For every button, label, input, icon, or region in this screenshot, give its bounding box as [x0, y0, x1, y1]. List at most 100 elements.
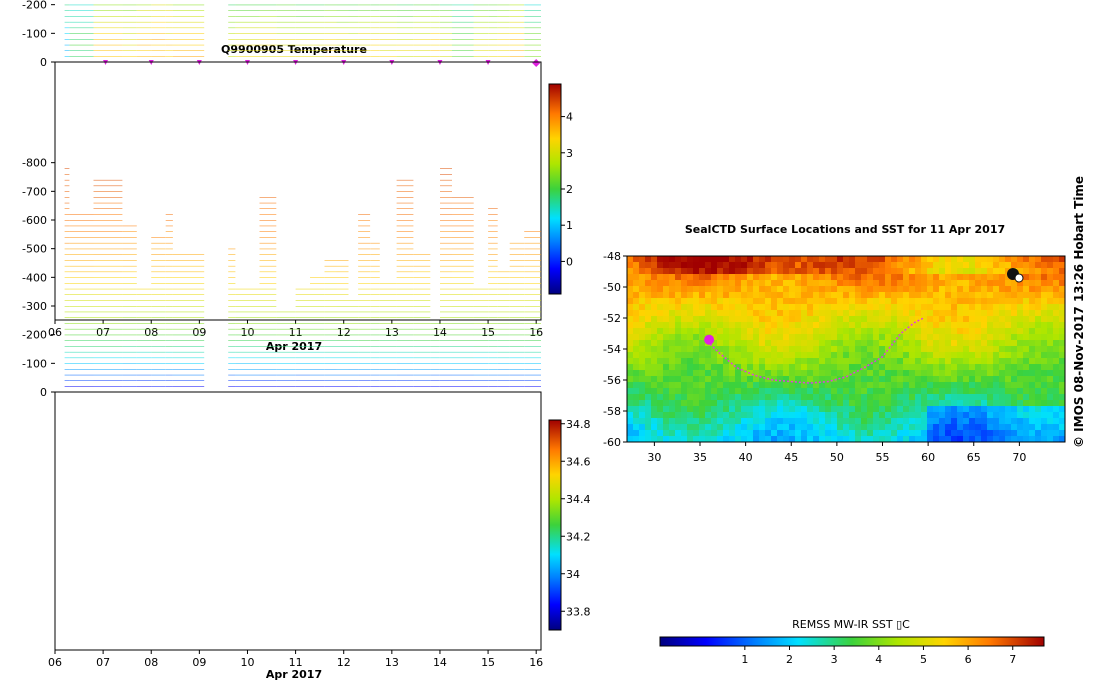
profile-cell: [69, 288, 94, 290]
sst-cell: [1047, 376, 1053, 382]
sst-cell: [1023, 364, 1029, 370]
sst-cell: [633, 436, 639, 442]
profile-cell: [396, 220, 414, 221]
sst-cell: [987, 310, 993, 316]
sst-cell: [831, 424, 837, 430]
sst-cell: [681, 382, 687, 388]
sst-cell: [687, 358, 693, 364]
profile-cell: [136, 56, 152, 57]
profile-cell: [235, 386, 260, 387]
profile-cell: [430, 56, 440, 57]
sst-cell: [669, 364, 675, 370]
x-tick-label: 09: [192, 656, 206, 669]
sst-cell: [753, 382, 759, 388]
sst-cell: [771, 280, 777, 286]
x-tick-label: 10: [240, 656, 254, 669]
sst-cell: [849, 358, 855, 364]
profile-cell: [64, 323, 70, 324]
profile-cell: [324, 288, 337, 290]
sst-cell: [753, 316, 759, 322]
profile-cell: [165, 369, 173, 370]
profile-cell: [348, 27, 359, 29]
sst-cell: [669, 406, 675, 412]
profile-cell: [488, 208, 498, 209]
sst-cell: [933, 286, 939, 292]
sst-cell: [825, 370, 831, 376]
sst-cell: [687, 412, 693, 418]
profile-cell: [509, 386, 525, 387]
sst-cell: [699, 328, 705, 334]
sst-cell: [915, 358, 921, 364]
profile-cell: [379, 283, 397, 284]
profile-cell: [228, 50, 236, 51]
sst-cell: [639, 388, 645, 394]
sst-cell: [813, 412, 819, 418]
profile-cell: [488, 242, 498, 244]
profile-cell: [396, 10, 414, 11]
sst-cell: [831, 382, 837, 388]
profile-cell: [524, 351, 541, 353]
profile-cell: [259, 351, 277, 353]
profile-cell: [488, 33, 498, 34]
sst-cell: [1047, 286, 1053, 292]
sst-cell: [711, 346, 717, 352]
sst-cell: [921, 388, 927, 394]
sst-cell: [639, 412, 645, 418]
sst-cell: [861, 268, 867, 274]
sst-cell: [675, 292, 681, 298]
sst-cell: [915, 370, 921, 376]
sst-cell: [669, 280, 675, 286]
sst-cell: [897, 364, 903, 370]
sst-cell: [735, 274, 741, 280]
sst-cell: [1023, 328, 1029, 334]
profile-cell: [228, 44, 236, 46]
profile-cell: [165, 10, 173, 11]
sst-cell: [627, 310, 633, 316]
sst-cell: [909, 418, 915, 424]
sst-cell: [867, 268, 873, 274]
profile-cell: [228, 357, 236, 359]
sst-cell: [699, 346, 705, 352]
sst-cell: [921, 298, 927, 304]
profile-cell: [151, 334, 166, 336]
sst-cell: [705, 286, 711, 292]
profile-cell: [336, 374, 349, 376]
sst-cell: [777, 334, 783, 340]
sst-cell: [855, 388, 861, 394]
sst-cell: [1011, 358, 1017, 364]
sst-cell: [639, 322, 645, 328]
sst-cell: [999, 328, 1005, 334]
sst-cell: [825, 328, 831, 334]
sst-cell: [1041, 376, 1047, 382]
sst-cell: [777, 328, 783, 334]
sst-cell: [831, 340, 837, 346]
sst-cell: [693, 376, 699, 382]
sst-cell: [927, 262, 933, 268]
profile-cell: [358, 27, 371, 29]
sst-cell: [867, 412, 873, 418]
sst-cell: [861, 334, 867, 340]
sst-cell: [753, 424, 759, 430]
sst-cell: [735, 310, 741, 316]
profile-cell: [430, 351, 440, 353]
profile-cell: [379, 334, 397, 336]
sst-cell: [957, 382, 963, 388]
sst-cell: [951, 322, 957, 328]
y-tick-label: 0: [40, 386, 47, 399]
sst-cell: [945, 304, 951, 310]
profile-cell: [64, 374, 70, 376]
sst-cell: [771, 412, 777, 418]
sst-cell: [795, 424, 801, 430]
profile-cell: [93, 208, 123, 209]
profile-cell: [430, 4, 440, 6]
profile-cell: [497, 277, 510, 278]
lon-tick-label: 35: [693, 451, 707, 464]
profile-cell: [165, 33, 173, 34]
sst-cell: [1005, 400, 1011, 406]
sst-cell: [873, 376, 879, 382]
sst-cell: [975, 376, 981, 382]
sst-cell: [651, 298, 657, 304]
sst-cell: [963, 424, 969, 430]
sst-cell: [657, 286, 663, 292]
sst-cell: [927, 406, 933, 412]
